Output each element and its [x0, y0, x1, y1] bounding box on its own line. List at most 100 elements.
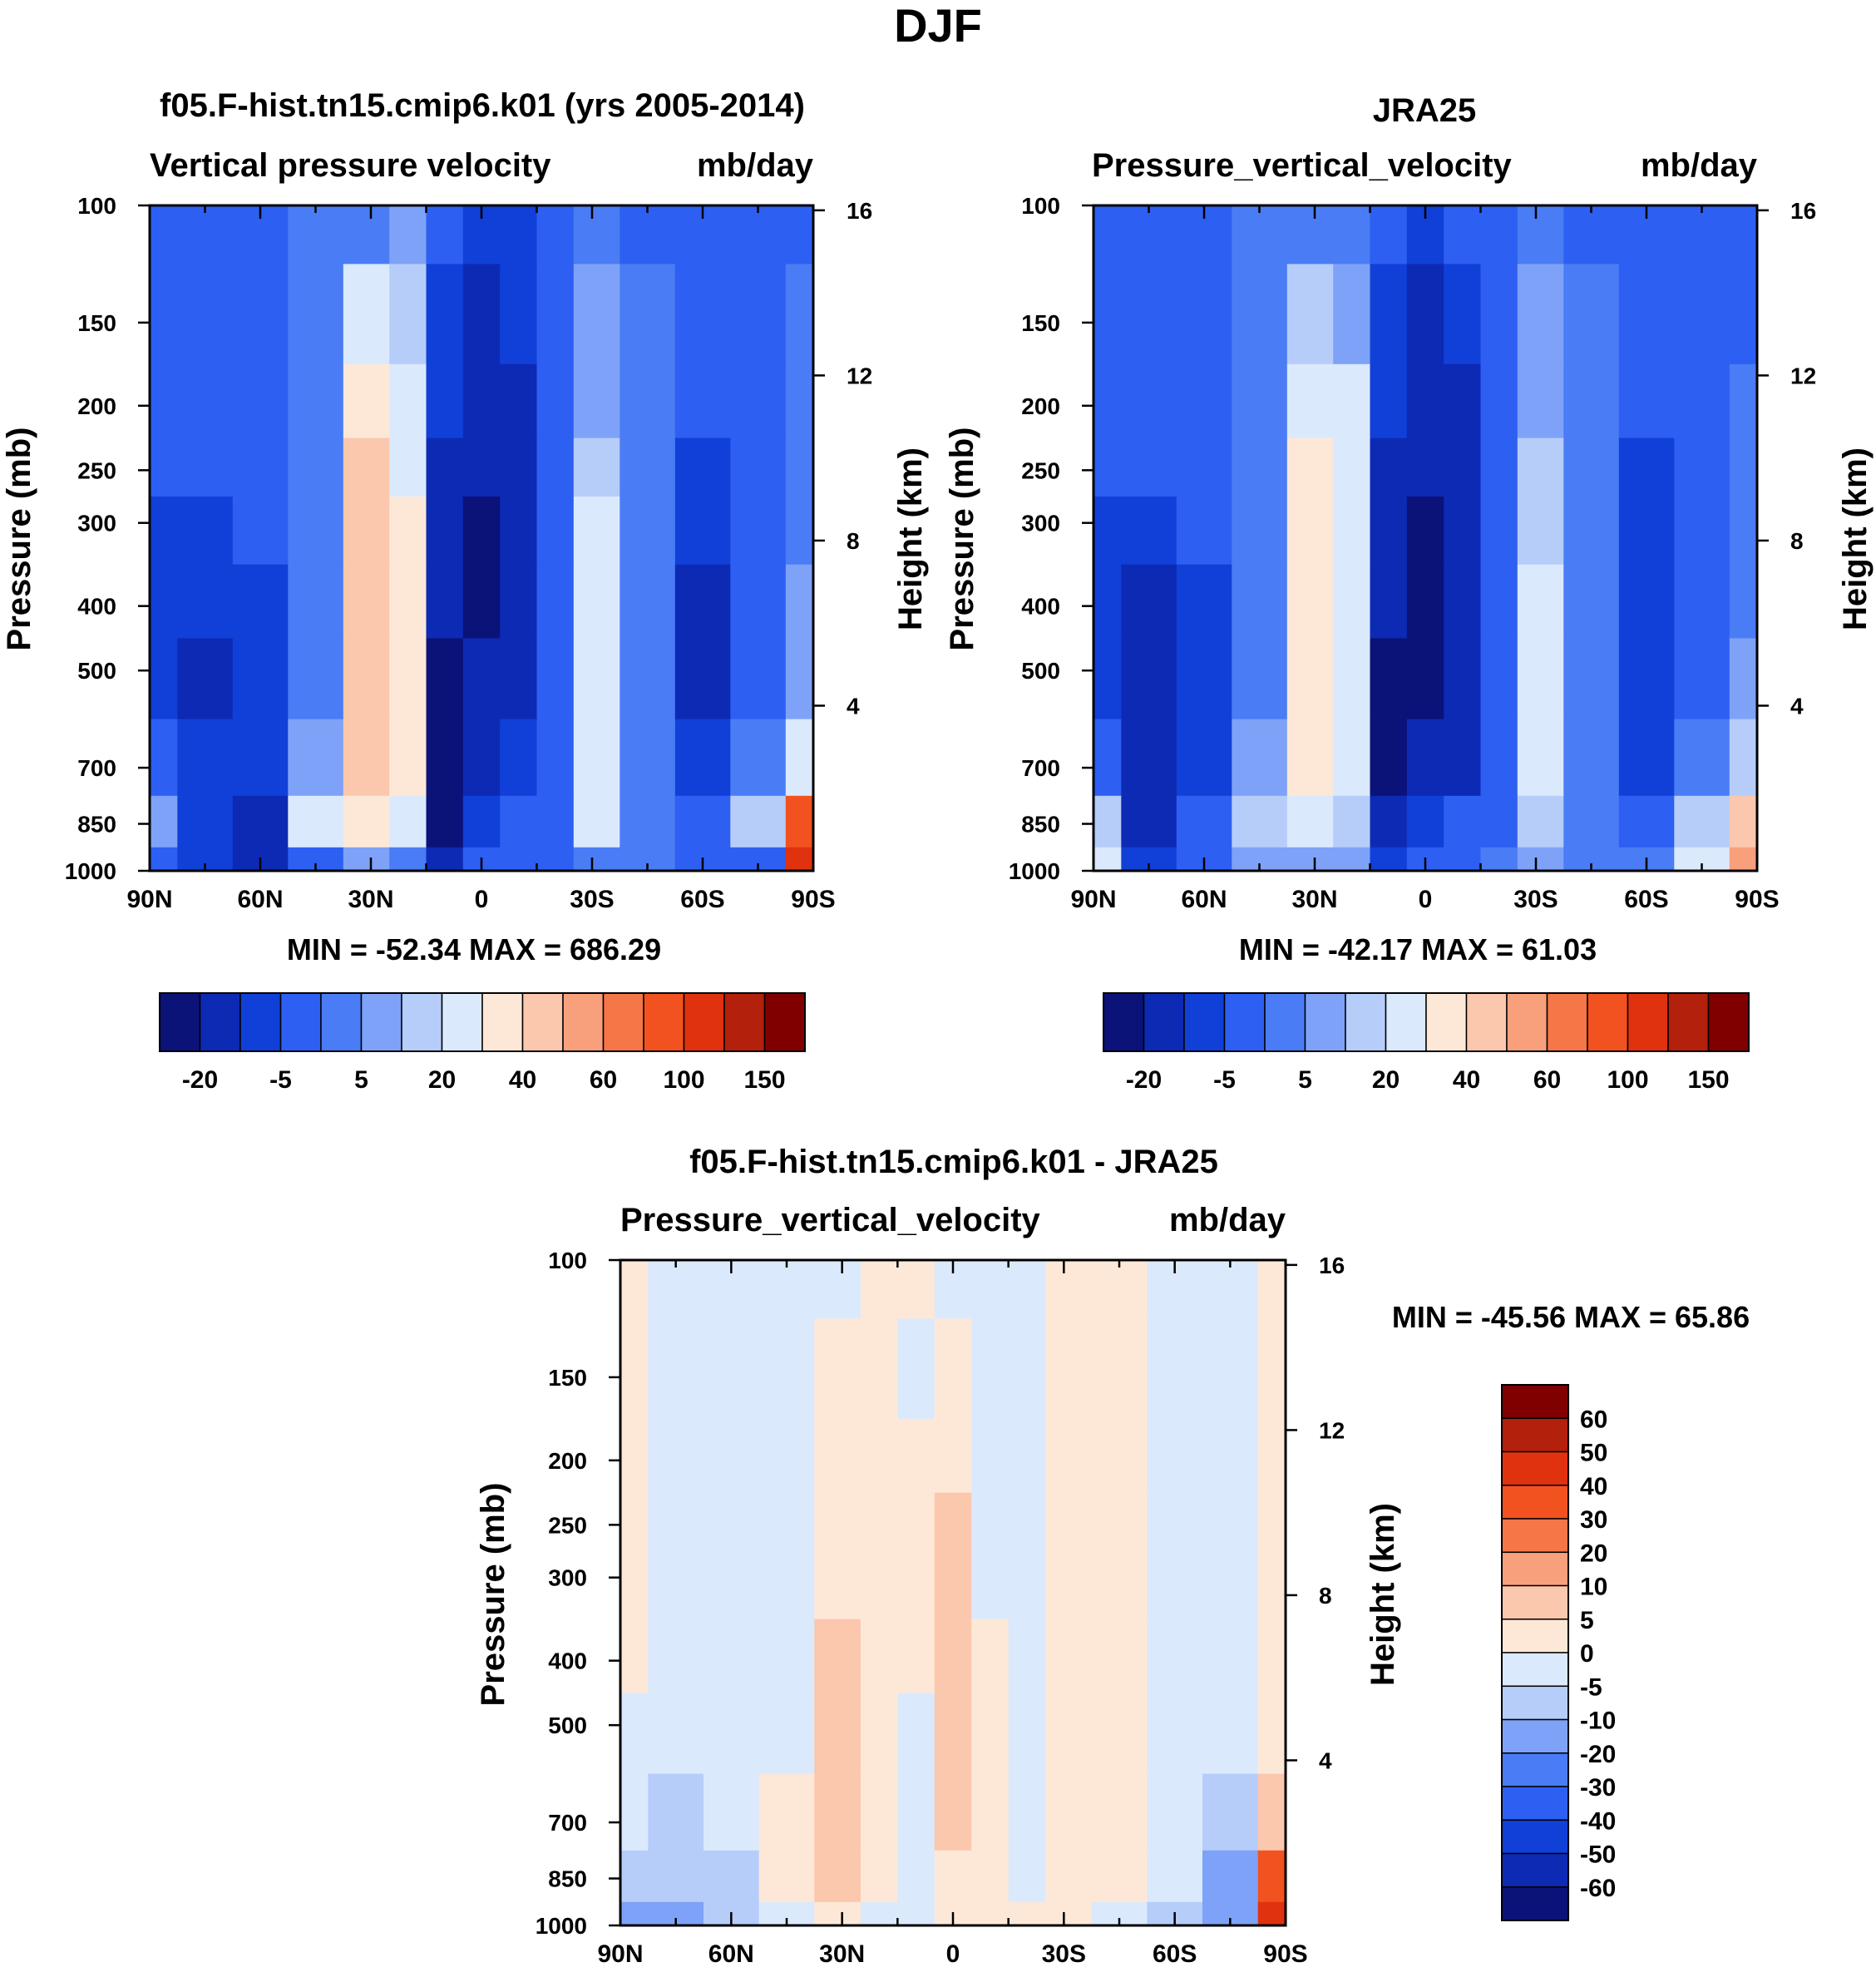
model-field-cell [785, 638, 814, 720]
model-units-label: mb/day [697, 147, 814, 184]
diff-field-cell [1045, 1492, 1093, 1552]
obs-field-cell [1286, 564, 1334, 639]
diff-colorbar-box [1501, 1752, 1569, 1787]
obs-field-cell [1563, 564, 1620, 639]
model-field-cell [620, 205, 676, 264]
obs-field-cell [1444, 847, 1482, 872]
model-field-cell [343, 363, 390, 439]
diff-field-cell [1008, 1901, 1046, 1926]
obs-field-cell [1286, 847, 1334, 872]
model-field-cell [150, 795, 178, 848]
model-colorbar-box [723, 992, 766, 1052]
obs-field-cell [1563, 497, 1620, 566]
obs-colorbar-label: 150 [1687, 1066, 1729, 1094]
model-field-cell [674, 564, 731, 639]
model-colorbar-box [159, 992, 201, 1052]
model-field-cell [674, 638, 731, 720]
model-field-cell [150, 719, 178, 797]
obs-field-cell [1094, 497, 1122, 566]
diff-colorbar-label: -60 [1580, 1875, 1616, 1902]
diff-colorbar-label: 60 [1580, 1406, 1607, 1433]
model-field-cell [232, 264, 289, 365]
model-x-tick-label: 30N [348, 886, 393, 913]
diff-field-cell [1257, 1693, 1286, 1775]
model-field-cell [536, 638, 575, 720]
diff-colorbar-label: -50 [1580, 1841, 1616, 1869]
diff-field-cell [620, 1901, 649, 1926]
diff-field-cell [860, 1619, 898, 1693]
diff-field-cell [897, 1773, 936, 1851]
model-field-cell [462, 264, 501, 365]
model-field-cell [426, 719, 464, 797]
model-field-cell [343, 497, 390, 566]
model-field-cell [177, 497, 234, 566]
obs-field-cell [1333, 847, 1371, 872]
model-field-cell [426, 497, 464, 566]
model-field-cell [500, 795, 538, 848]
model-colorbar-box [602, 992, 644, 1052]
obs-field-cell [1333, 564, 1371, 639]
diff-field-cell [1091, 1551, 1148, 1620]
model-field-cell [288, 564, 344, 639]
diff-field-cell [860, 1850, 898, 1903]
obs-field-cell [1176, 719, 1232, 797]
model-field-cell [536, 205, 575, 264]
model-field-cell [426, 795, 464, 848]
diff-field-cell [620, 1318, 649, 1420]
diff-field-cell [1202, 1850, 1259, 1903]
diff-field-cell [1091, 1693, 1148, 1775]
diff-field-cell [1147, 1619, 1203, 1693]
model-field-cell [150, 497, 178, 566]
model-x-tick-label: 0 [475, 886, 489, 913]
obs-field-cell [1094, 847, 1122, 872]
diff-field-cell [971, 1901, 1010, 1926]
diff-field-cell [1202, 1492, 1259, 1552]
model-field-cell [785, 564, 814, 639]
obs-colorbar-box [1667, 992, 1710, 1052]
diff-colorbar-box [1501, 1485, 1569, 1520]
diff-field-cell [1008, 1850, 1046, 1903]
obs-colorbar-box [1546, 992, 1588, 1052]
obs-field-cell [1406, 638, 1444, 720]
obs-field-cell [1406, 264, 1444, 365]
obs-field-cell [1121, 795, 1177, 848]
model-colorbar-box [320, 992, 363, 1052]
diff-field-cell [648, 1551, 704, 1620]
model-field-cell [343, 564, 390, 639]
obs-field-cell [1121, 205, 1177, 264]
model-y2-tick-label: 16 [847, 198, 872, 224]
diff-field-cell [1202, 1318, 1259, 1420]
diff-colorbar-label: -5 [1580, 1673, 1602, 1701]
model-y-axis-label: Pressure (mb) [1, 428, 37, 651]
obs-colorbar-box [1183, 992, 1226, 1052]
obs-field-cell [1618, 638, 1675, 720]
model-field-cell [426, 437, 464, 497]
model-colorbar-label: 100 [663, 1066, 704, 1094]
diff-field-cell [934, 1551, 972, 1620]
model-field-cell [785, 795, 814, 848]
obs-y-tick-label: 700 [1021, 755, 1060, 781]
model-field-cell [177, 795, 234, 848]
model-field-cell [150, 205, 178, 264]
model-colorbar-box [401, 992, 443, 1052]
model-field-cell [462, 437, 501, 497]
diff-field-cell [704, 1492, 760, 1552]
obs-field-cell [1232, 497, 1288, 566]
diff-colorbar-box [1501, 1886, 1569, 1921]
obs-field-cell [1176, 363, 1232, 439]
obs-field-cell [1094, 264, 1122, 365]
diff-field-cell [1147, 1551, 1203, 1620]
obs-field-cell [1333, 719, 1371, 797]
obs-colorbar: -20 -5 5 20 40 60 100 150 [1103, 992, 1750, 1094]
diff-y2-tick-label: 8 [1319, 1583, 1332, 1609]
model-field-cell [462, 795, 501, 848]
obs-field-cell [1618, 437, 1675, 497]
diff-field-cell [1257, 1418, 1286, 1494]
obs-field-cell [1618, 795, 1675, 848]
diff-field-cell [934, 1773, 972, 1851]
model-field-cell [620, 363, 676, 439]
obs-field-cell [1563, 205, 1620, 264]
diff-field-cell [897, 1619, 936, 1693]
diff-x-tick-label: 60N [708, 1940, 754, 1968]
diff-field-cell [704, 1619, 760, 1693]
